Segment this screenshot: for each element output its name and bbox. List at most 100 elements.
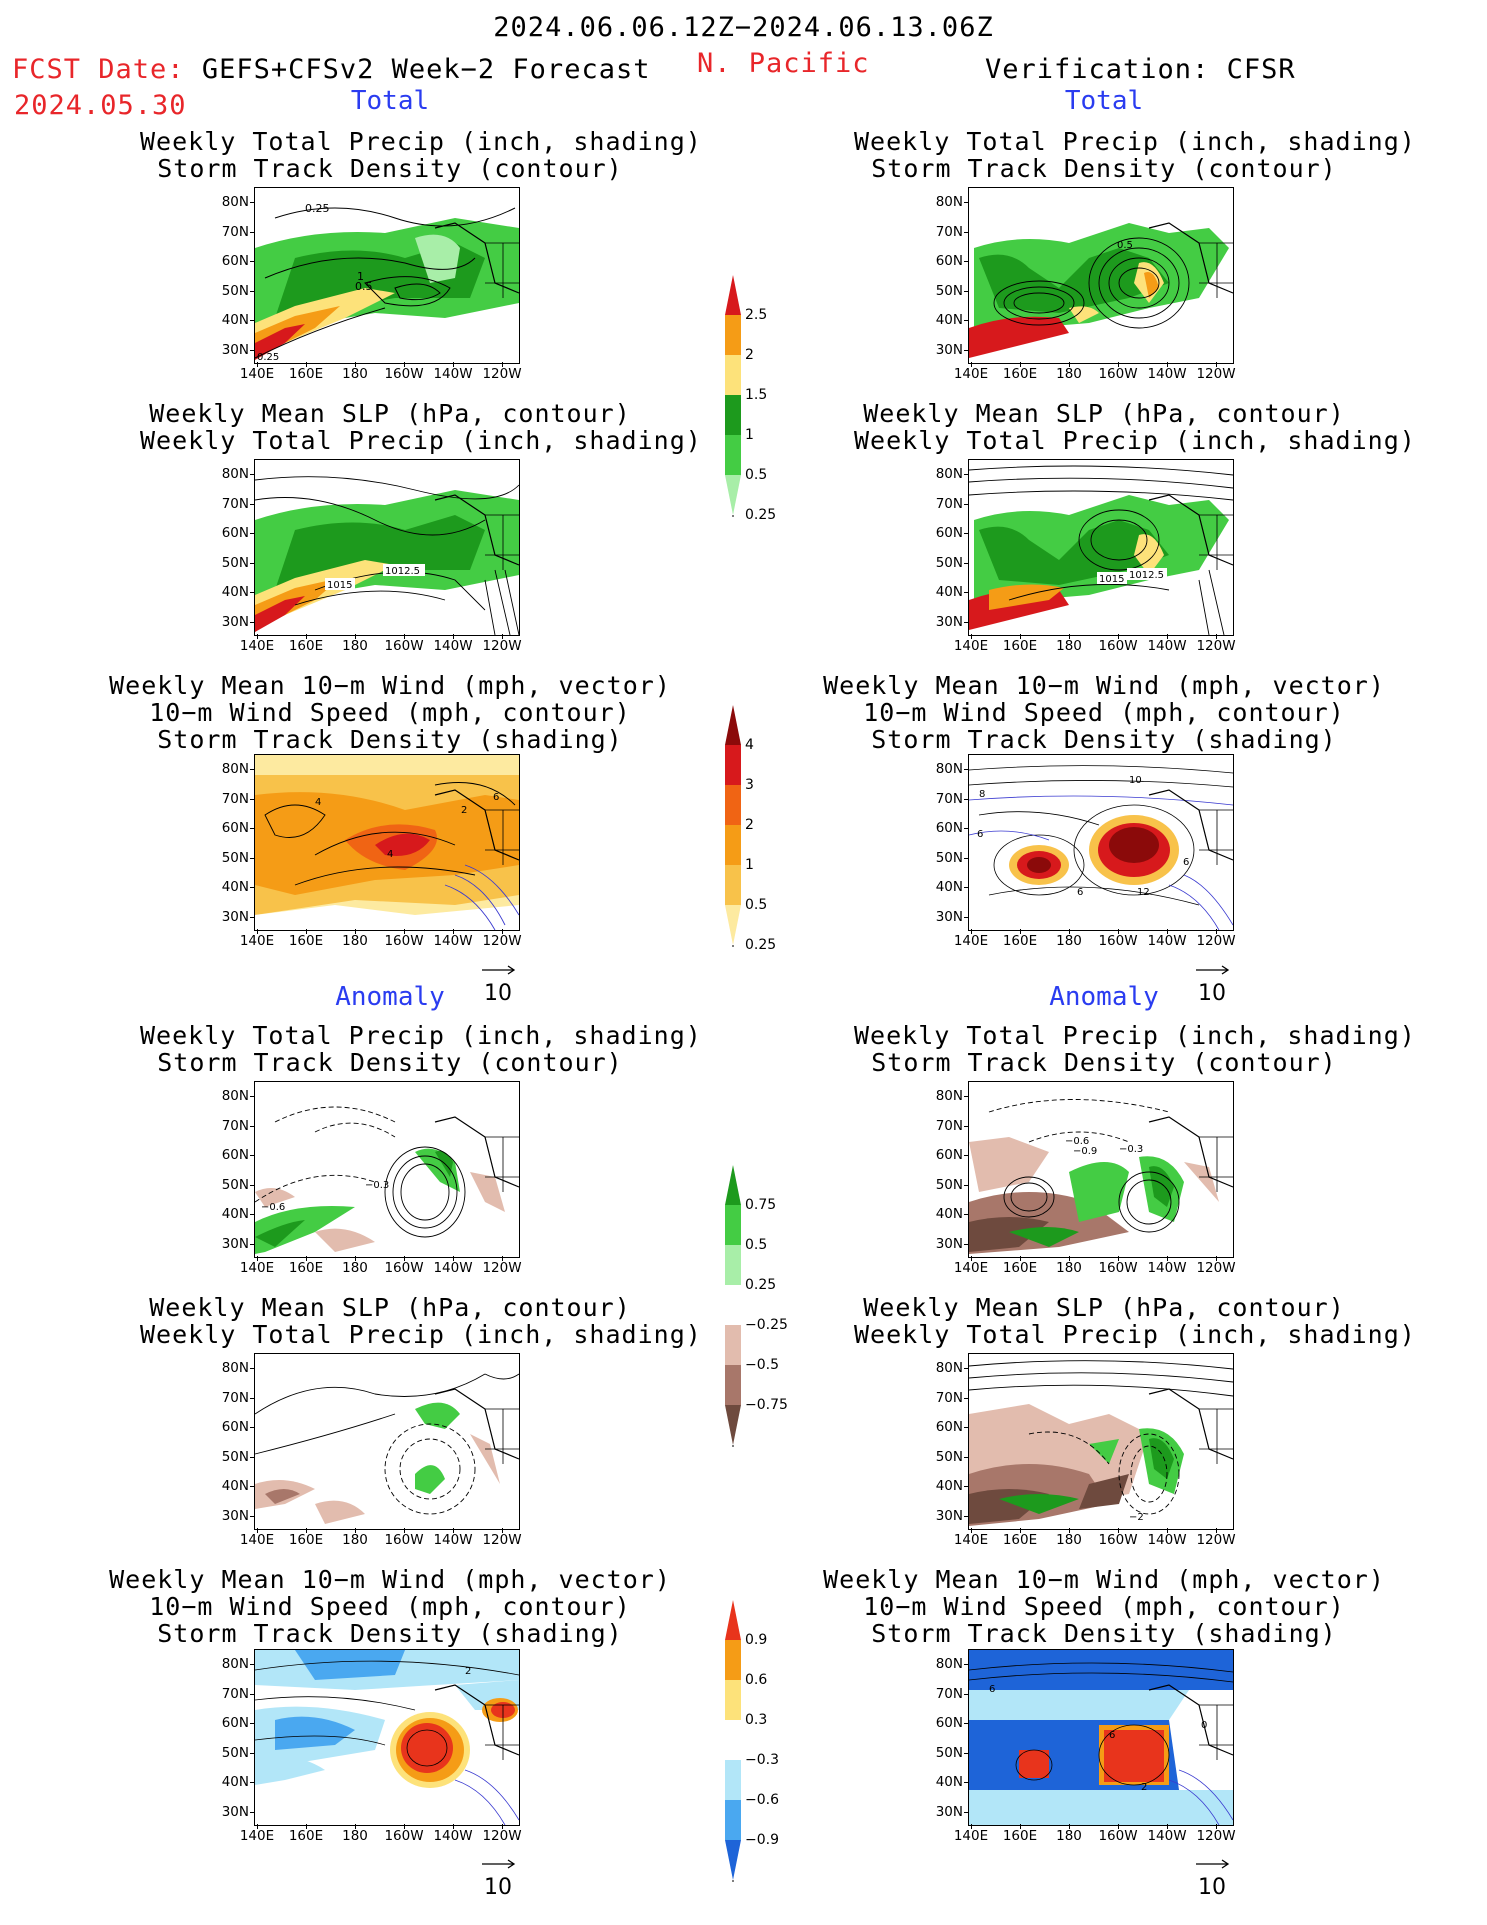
map-canvas: −0.6 −0.3 (254, 1082, 520, 1257)
map-frame (968, 1649, 1234, 1826)
title-line: Weekly Mean SLP (hPa, contour) (863, 399, 1345, 428)
colorbar-segment (725, 355, 741, 395)
colorbar-bottom-triangle (725, 1405, 741, 1445)
colorbar-label: 4 (745, 737, 754, 753)
lat-tick (250, 202, 255, 203)
colorbar-label: 0.25 (745, 937, 776, 953)
contour-label: −0.6 (261, 1202, 285, 1213)
lat-tick-label: 80N (221, 1088, 249, 1104)
map-precip-track-verification-total: 0.5 (969, 188, 1234, 367)
colorbar-svg: 0.9 0.6 0.3 −0.3 −0.6 −0.9 (725, 1600, 779, 1882)
colorbar-label: 0.5 (745, 467, 767, 483)
colorbar-segment (725, 745, 741, 785)
lat-tick-label: 30N (935, 1803, 963, 1820)
lon-tick (257, 1256, 258, 1261)
lon-tick-label: 140W (433, 1260, 473, 1276)
lon-tick-label: 180 (1056, 1828, 1082, 1844)
lat-tick-label: 80N (935, 194, 963, 210)
contour-label: 6 (1183, 857, 1189, 868)
vector-ref-p6-left: 10 (472, 1856, 532, 1900)
lon-tick-label: 180 (342, 1828, 368, 1844)
vector-ref-arrow (1196, 965, 1230, 975)
lat-tick (250, 1155, 255, 1156)
lon-tick-label: 160W (1098, 638, 1138, 654)
lat-tick-label: 70N (221, 1685, 249, 1702)
lat-tick (250, 290, 255, 292)
map-frame (254, 187, 520, 364)
lon-tick (355, 362, 356, 367)
lat-tick (250, 828, 255, 829)
lat-tick (250, 1096, 255, 1097)
lat-tick (964, 621, 969, 623)
lon-tick-label: 160W (1098, 1260, 1138, 1276)
map-wind-track-verification-anomaly: 6 6 0 2 (968, 1650, 1234, 1829)
contour-label: 2 (465, 1666, 471, 1677)
lat-tick (250, 1184, 255, 1186)
colorbar-segment (725, 785, 741, 825)
lon-tick (257, 1528, 258, 1533)
title-p6-left: Weekly Mean 10−m Wind (mph, vector) 10−m… (100, 1566, 680, 1647)
lon-tick (502, 362, 503, 367)
lon-tick-label: 140W (433, 1828, 473, 1844)
lon-tick-label: 160W (1098, 1532, 1138, 1548)
lat-tick-label: 60N (221, 820, 249, 836)
lon-tick (1216, 1528, 1217, 1533)
colorbar-segment (725, 1205, 741, 1245)
lon-tick (1069, 929, 1070, 934)
title-line: Weekly Total Precip (inch, shading) (854, 1021, 1416, 1050)
lat-tick-label: 60N (221, 525, 249, 541)
lat-tick (964, 349, 969, 351)
lat-tick (250, 1515, 255, 1517)
map-precip-track-verification-anomaly: −0.6 −0.9 −0.3 (969, 1082, 1234, 1261)
lon-tick (1167, 929, 1168, 934)
contour-label: −2 (1129, 1512, 1144, 1523)
lat-tick-label: 30N (935, 1235, 963, 1252)
lat-tick (964, 1214, 969, 1215)
title-line: Weekly Total Precip (inch, shading) (854, 426, 1416, 455)
map-frame (254, 1353, 520, 1530)
map-canvas: 4 4 2 6 (255, 755, 520, 931)
title-p3-left: Weekly Mean 10−m Wind (mph, vector) 10−m… (100, 672, 680, 753)
vector-ref-arrow (482, 965, 516, 975)
map-canvas: 2 (254, 1650, 520, 1826)
title-p3-right: Weekly Mean 10−m Wind (mph, vector) 10−m… (814, 672, 1394, 753)
lon-tick-label: 160E (1002, 1260, 1038, 1276)
lat-tick-label: 40N (221, 584, 249, 600)
lat-tick (964, 1723, 969, 1724)
contour-label: 6 (1077, 887, 1083, 898)
lon-tick (404, 1824, 405, 1829)
contour-label: 6 (493, 792, 499, 803)
colorbar-segment (725, 1245, 741, 1285)
lat-tick-label: 50N (221, 849, 249, 866)
title-line: Storm Track Density (contour) (157, 1048, 623, 1077)
lat-tick (964, 798, 969, 800)
map-frame (254, 754, 520, 931)
colorbar-segment (725, 1800, 741, 1840)
colorbar-label: −0.75 (745, 1397, 788, 1413)
lat-tick (250, 1811, 255, 1813)
lon-tick-label: 160E (288, 366, 324, 382)
lat-tick (964, 1155, 969, 1156)
colorbar-segment (725, 1680, 741, 1720)
lon-tick (404, 1256, 405, 1261)
map-frame (254, 1081, 520, 1258)
lat-tick-label: 30N (221, 1803, 249, 1820)
lon-tick-label: 160E (288, 1532, 324, 1548)
lon-tick (502, 1824, 503, 1829)
lat-tick (964, 231, 969, 233)
contour-label: 2 (461, 805, 467, 816)
lon-tick-label: 120W (482, 933, 522, 949)
lat-tick (250, 320, 255, 321)
lon-tick (404, 929, 405, 934)
lon-tick (502, 634, 503, 639)
title-line: Weekly Total Precip (inch, shading) (140, 1320, 702, 1349)
lon-tick-label: 160E (1002, 366, 1038, 382)
vector-ref-label: 10 (1198, 1875, 1226, 1900)
colorbar-segment (725, 825, 741, 865)
lon-tick-label: 120W (482, 366, 522, 382)
lon-tick-label: 140E (239, 366, 275, 382)
lat-tick (964, 1125, 969, 1127)
title-line: Weekly Total Precip (inch, shading) (140, 127, 702, 156)
vector-ref-label: 10 (1198, 981, 1226, 1006)
colorbar-precip-anomaly: 0.75 0.5 0.25 −0.25 −0.5 −0.75 (710, 1155, 800, 1449)
